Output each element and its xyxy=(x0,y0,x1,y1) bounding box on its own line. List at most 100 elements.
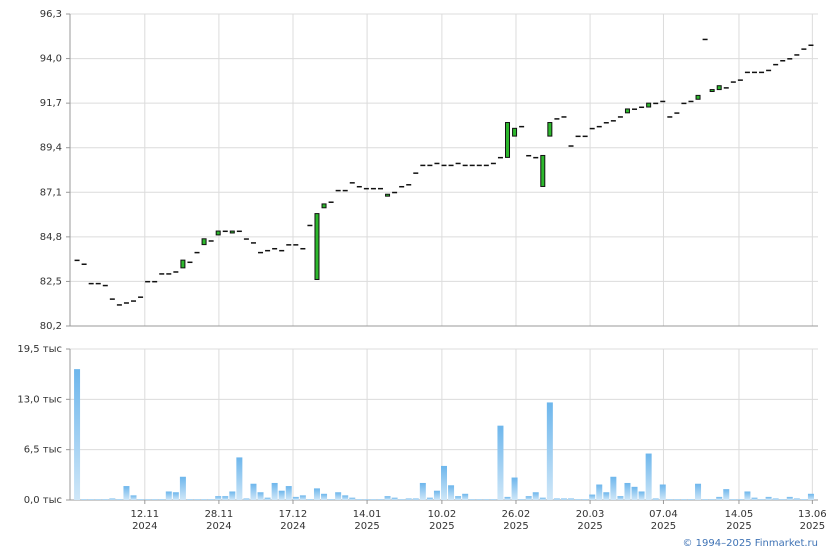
volume-bar xyxy=(179,476,186,500)
candle-dash xyxy=(406,184,412,186)
volume-bar xyxy=(793,498,800,500)
x-tick-label: 2025 xyxy=(651,521,676,532)
candle-dash xyxy=(159,273,165,275)
volume-bar xyxy=(744,491,751,500)
volume-bar xyxy=(356,499,363,500)
x-tick-label: 2025 xyxy=(429,521,454,532)
volume-bar xyxy=(638,491,645,500)
candle-dash xyxy=(526,154,532,157)
y-tick-label: 94,0 xyxy=(40,54,62,65)
candle-dash xyxy=(370,187,376,190)
candle-dash xyxy=(265,249,271,252)
volume-bar xyxy=(645,453,652,500)
x-tick-label: 2025 xyxy=(577,521,602,532)
candle-dash xyxy=(95,282,101,285)
candle-dash xyxy=(744,71,750,74)
volume-bar xyxy=(363,499,370,500)
volume-bar xyxy=(74,369,81,500)
y-tick-label: 84,8 xyxy=(40,232,62,243)
candle-body xyxy=(624,108,630,114)
candle-dash xyxy=(208,240,214,242)
volume-bar xyxy=(306,499,313,500)
volume-bar xyxy=(321,493,328,500)
volume-bar xyxy=(723,489,730,500)
candle-dash xyxy=(74,259,80,262)
volume-bar xyxy=(673,499,680,500)
volume-bar xyxy=(236,457,243,500)
candle-dash xyxy=(81,263,87,265)
volume-bar xyxy=(194,499,201,500)
candle-dash xyxy=(250,242,256,244)
candle-dash xyxy=(688,100,694,103)
candle-dash xyxy=(222,230,228,233)
volume-bar xyxy=(186,499,193,500)
x-tick-label: 2025 xyxy=(726,521,751,532)
candle-body xyxy=(505,122,511,158)
candle-body xyxy=(321,203,327,209)
volume-bar xyxy=(695,483,702,500)
candle-dash xyxy=(561,116,567,118)
volume-bar xyxy=(659,484,666,500)
candle-dash xyxy=(131,300,137,302)
x-tick-label: 2025 xyxy=(503,521,528,532)
volume-bar xyxy=(497,425,504,500)
y-tick-label: 96,3 xyxy=(40,9,62,20)
x-tick-label: 17.12 xyxy=(279,509,308,520)
candle-dash xyxy=(773,63,779,66)
volume-bar xyxy=(88,499,95,500)
volume-bar xyxy=(455,496,462,500)
volume-bar xyxy=(589,494,596,500)
candle-body xyxy=(709,89,715,93)
candle-body xyxy=(716,85,722,91)
x-tick-label: 28.11 xyxy=(205,509,234,520)
volume-bar xyxy=(448,485,455,500)
candle-dash xyxy=(476,164,482,167)
y-tick-label: 87,1 xyxy=(40,187,62,198)
volume-bar xyxy=(377,499,384,500)
candle-dash xyxy=(138,296,144,298)
candle-dash xyxy=(801,48,807,50)
candle-dash xyxy=(427,164,433,167)
candle-dash xyxy=(737,79,743,81)
volume-bar xyxy=(539,497,546,500)
volume-bar xyxy=(384,496,391,500)
volume-bar xyxy=(441,465,447,500)
volume-bar xyxy=(610,476,617,500)
volume-bar xyxy=(709,499,716,500)
volume-bar xyxy=(807,493,814,500)
candle-dash xyxy=(102,284,108,287)
volume-bar xyxy=(525,496,532,500)
volume-bar xyxy=(469,499,476,500)
volume-bar xyxy=(243,498,250,500)
candle-dash xyxy=(448,164,454,167)
candle-dash xyxy=(335,189,341,192)
candle-dash xyxy=(519,125,525,128)
candle-body xyxy=(512,127,518,137)
candle-dash xyxy=(787,58,793,60)
candle-dash xyxy=(152,280,158,283)
candle-dash xyxy=(441,164,447,167)
candle-dash xyxy=(603,122,609,124)
footer: © 1994–2025 Finmarket.ru xyxy=(682,538,818,549)
candle-dash xyxy=(730,81,736,83)
volume-bar xyxy=(144,499,151,500)
candle-dash xyxy=(469,164,475,167)
volume-bar xyxy=(511,477,518,500)
volume-bar xyxy=(299,495,306,500)
volume-bar xyxy=(335,492,342,500)
volume-bar xyxy=(702,499,709,500)
volume-bar xyxy=(405,498,412,500)
candle-dash xyxy=(166,273,172,275)
volume-bar xyxy=(603,492,610,500)
y-tick-label: 82,5 xyxy=(40,276,62,287)
x-tick-label: 20.03 xyxy=(576,509,605,520)
candle-dash xyxy=(639,106,645,109)
volume-bar xyxy=(568,498,575,500)
candle-dash xyxy=(145,280,151,283)
candle-dash xyxy=(674,112,680,114)
volume-bar xyxy=(398,499,405,500)
volume-bar xyxy=(222,496,229,500)
volume-bar xyxy=(285,486,292,500)
x-tick-label: 10.02 xyxy=(428,509,457,520)
y-tick-label: 13,0 тыс xyxy=(17,394,62,405)
